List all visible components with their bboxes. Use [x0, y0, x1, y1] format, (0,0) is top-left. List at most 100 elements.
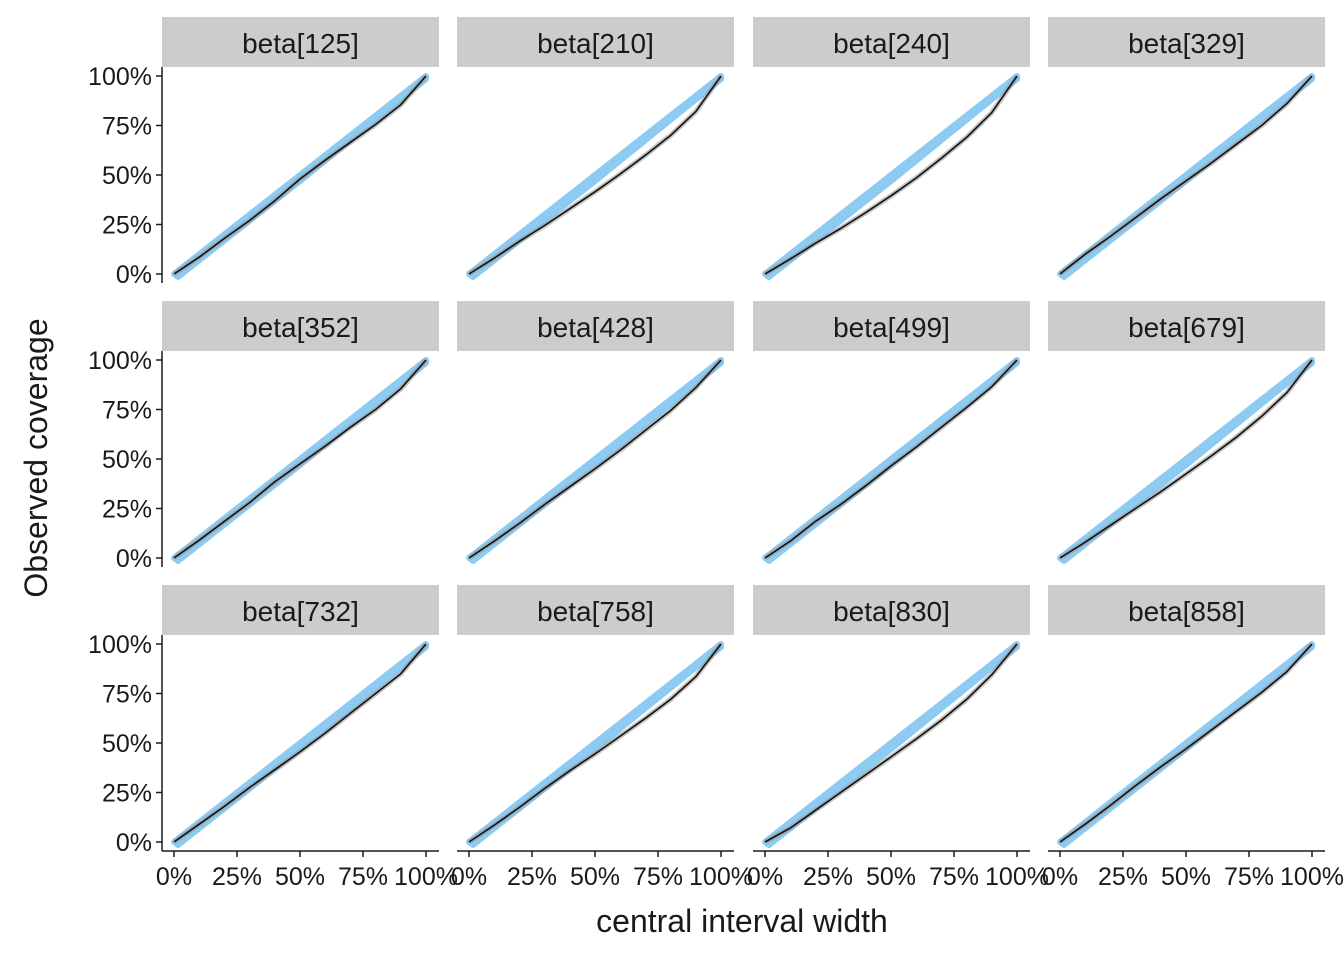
- facet-strip: [753, 17, 1030, 67]
- x-tick-label: 50%: [570, 863, 620, 891]
- facet-strip: [1048, 301, 1325, 351]
- x-tick-label: 0%: [747, 863, 783, 891]
- facet-panel: beta[732]: [162, 585, 439, 848]
- y-tick-label: 0%: [116, 261, 152, 289]
- facet-strip-label: beta[732]: [242, 596, 359, 627]
- reference-band: [762, 73, 1020, 280]
- facet-strip: [753, 585, 1030, 635]
- facet-panel: beta[352]: [162, 301, 439, 564]
- x-tick-label: 75%: [633, 863, 683, 891]
- observed-coverage-line: [1059, 643, 1313, 843]
- facet-strip-label: beta[499]: [833, 312, 950, 343]
- facet-strip: [162, 585, 439, 635]
- x-tick-label: 100%: [1280, 863, 1344, 891]
- y-tick-label: 0%: [116, 829, 152, 857]
- facet-strip: [753, 301, 1030, 351]
- x-tick-label: 50%: [866, 863, 916, 891]
- observed-coverage-line: [173, 643, 427, 843]
- facet-strip-label: beta[352]: [242, 312, 359, 343]
- facet-strip-label: beta[329]: [1128, 28, 1245, 59]
- x-tick-label: 75%: [1224, 863, 1274, 891]
- facet-strip-label: beta[240]: [833, 28, 950, 59]
- facet-panel: beta[125]: [162, 17, 439, 280]
- reference-band: [466, 73, 724, 280]
- facet-panel: beta[830]: [753, 585, 1030, 848]
- facet-panel: beta[499]: [753, 301, 1030, 564]
- facet-panel: beta[428]: [457, 301, 734, 564]
- facet-strip: [457, 301, 734, 351]
- facet-panel: beta[758]: [457, 585, 734, 848]
- observed-coverage-line: [1059, 359, 1313, 559]
- x-tick-label: 0%: [156, 863, 192, 891]
- y-tick-label: 100%: [88, 347, 152, 375]
- facet-strip-label: beta[125]: [242, 28, 359, 59]
- x-tick-label: 0%: [1042, 863, 1078, 891]
- y-axis-title: Observed coverage: [18, 318, 54, 597]
- facet-panel: beta[210]: [457, 17, 734, 280]
- facet-strip: [1048, 585, 1325, 635]
- y-tick-label: 50%: [102, 162, 152, 190]
- y-tick-label: 25%: [102, 496, 152, 524]
- y-axis: 0% 25% 50% 75% 100%: [88, 63, 163, 289]
- x-tick-label: 75%: [338, 863, 388, 891]
- y-tick-label: 75%: [102, 397, 152, 425]
- observed-coverage-line: [468, 75, 722, 275]
- x-tick-label: 50%: [275, 863, 325, 891]
- facet-strip: [162, 301, 439, 351]
- facet-panels: beta[125] beta[210] beta[240] beta[329] beta…: [162, 17, 1325, 848]
- reference-band: [466, 641, 724, 848]
- observed-coverage-line: [1059, 75, 1313, 275]
- facet-strip-label: beta[428]: [537, 312, 654, 343]
- y-tick-label: 50%: [102, 730, 152, 758]
- x-axis: 0% 25% 50% 75% 100%: [747, 850, 1049, 891]
- facet-strip: [1048, 17, 1325, 67]
- facet-strip: [457, 17, 734, 67]
- observed-coverage-line: [764, 359, 1018, 559]
- facet-strip-label: beta[830]: [833, 596, 950, 627]
- facet-panel: beta[679]: [1048, 301, 1325, 564]
- facet-panel: beta[858]: [1048, 585, 1325, 848]
- x-tick-label: 75%: [929, 863, 979, 891]
- y-tick-label: 50%: [102, 446, 152, 474]
- y-tick-label: 75%: [102, 681, 152, 709]
- x-tick-label: 100%: [394, 863, 458, 891]
- x-axis: 0% 25% 50% 75% 100%: [1042, 850, 1344, 891]
- x-tick-label: 0%: [451, 863, 487, 891]
- facet-panel: beta[240]: [753, 17, 1030, 280]
- observed-coverage-line: [764, 75, 1018, 275]
- reference-band: [762, 641, 1020, 848]
- x-axis-title: central interval width: [596, 903, 888, 939]
- observed-coverage-line: [468, 359, 722, 559]
- reference-band: [466, 357, 724, 564]
- facet-strip: [457, 585, 734, 635]
- y-axes: 0% 25% 50% 75% 100% 0% 25% 50% 75% 100% 0% 25% 50% 75…: [88, 63, 163, 857]
- x-tick-label: 100%: [985, 863, 1049, 891]
- x-axes: 0% 25% 50% 75% 100%0% 25% 50% 75% 100%0% 25% 50% 75…: [156, 850, 1344, 891]
- reference-band: [1057, 357, 1315, 564]
- x-axis: 0% 25% 50% 75% 100%: [156, 850, 458, 891]
- x-tick-label: 25%: [803, 863, 853, 891]
- observed-coverage-line: [468, 643, 722, 843]
- facet-strip-label: beta[679]: [1128, 312, 1245, 343]
- x-tick-label: 25%: [212, 863, 262, 891]
- y-tick-label: 100%: [88, 631, 152, 659]
- y-tick-label: 25%: [102, 780, 152, 808]
- observed-coverage-line: [764, 643, 1018, 843]
- y-tick-label: 0%: [116, 545, 152, 573]
- y-tick-label: 75%: [102, 113, 152, 141]
- y-axis: 0% 25% 50% 75% 100%: [88, 347, 163, 573]
- facet-panel: beta[329]: [1048, 17, 1325, 280]
- x-tick-label: 25%: [1098, 863, 1148, 891]
- facet-strip-label: beta[858]: [1128, 596, 1245, 627]
- x-tick-label: 25%: [507, 863, 557, 891]
- y-axis: 0% 25% 50% 75% 100%: [88, 631, 163, 857]
- facet-strip: [162, 17, 439, 67]
- x-axis: 0% 25% 50% 75% 100%: [451, 850, 753, 891]
- facet-strip-label: beta[758]: [537, 596, 654, 627]
- x-tick-label: 50%: [1161, 863, 1211, 891]
- y-tick-label: 100%: [88, 63, 152, 91]
- observed-coverage-line: [173, 359, 427, 559]
- observed-coverage-line: [173, 75, 427, 275]
- y-tick-label: 25%: [102, 212, 152, 240]
